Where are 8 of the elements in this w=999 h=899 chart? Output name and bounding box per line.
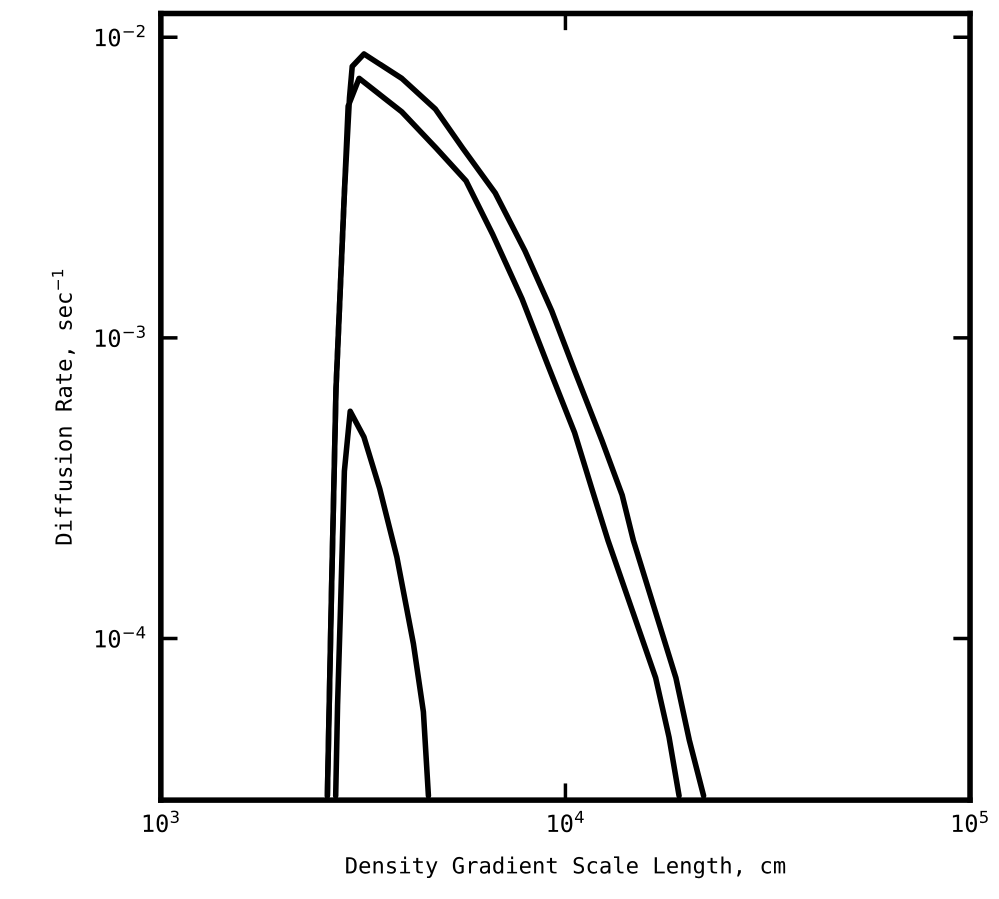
x-axis-title: Density Gradient Scale Length, cm xyxy=(346,856,786,878)
x-tick-label: 10$^{4}$ xyxy=(548,810,584,832)
y-axis-title: Diffusion Rate, sec$^{−1}$ xyxy=(52,270,75,544)
y-tick-label: 10$^{−2}$ xyxy=(96,24,144,46)
x-tick-label: 10$^{5}$ xyxy=(952,810,988,832)
y-tick-label: 10$^{−4}$ xyxy=(96,626,146,648)
x-tick-label: 10$^{3}$ xyxy=(144,810,179,832)
y-tick-label: 10$^{−3}$ xyxy=(96,325,145,348)
